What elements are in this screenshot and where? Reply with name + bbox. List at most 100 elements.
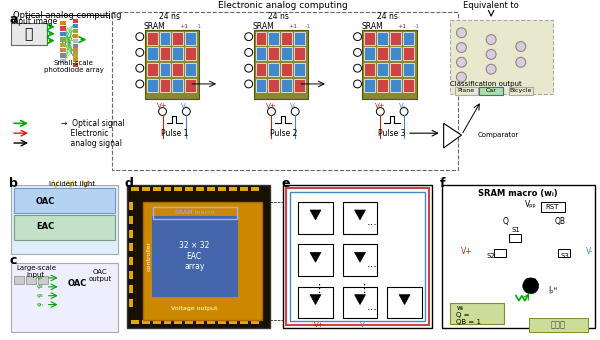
Text: SRAM: SRAM (362, 22, 383, 31)
Bar (298, 287, 333, 318)
Bar (26, 276, 36, 284)
Bar (294, 32, 305, 45)
Bar (142, 187, 150, 191)
Text: f: f (440, 177, 445, 190)
Text: V-: V- (360, 322, 367, 328)
Text: V+: V+ (461, 247, 472, 256)
Bar (390, 63, 401, 76)
Bar (152, 217, 237, 296)
Bar (281, 48, 292, 60)
Bar (147, 48, 158, 60)
Bar (59, 21, 65, 26)
Bar (390, 48, 401, 60)
Bar (362, 30, 417, 99)
Circle shape (182, 107, 190, 116)
Bar (259, 230, 263, 238)
Bar (479, 87, 503, 95)
Text: RST: RST (546, 204, 559, 210)
Polygon shape (355, 295, 365, 305)
Text: controller: controller (146, 241, 151, 271)
Bar (377, 79, 388, 92)
Text: φ₁: φ₁ (37, 275, 44, 280)
Text: V-: V- (586, 247, 594, 256)
Text: 泛智讯: 泛智讯 (551, 321, 566, 330)
Bar (164, 320, 172, 324)
Text: ...: ... (367, 217, 378, 227)
Text: analog signal: analog signal (61, 138, 122, 148)
Bar (364, 32, 376, 45)
Bar (449, 303, 504, 324)
Circle shape (523, 278, 539, 294)
Bar (256, 63, 266, 76)
Text: V-: V- (290, 103, 296, 108)
Bar (129, 216, 133, 224)
Circle shape (516, 41, 526, 51)
Text: Incident light: Incident light (49, 182, 95, 187)
Text: +1: +1 (398, 24, 407, 29)
Text: φₙ: φₙ (37, 302, 44, 307)
Text: S3: S3 (561, 253, 570, 259)
Text: V-: V- (398, 103, 406, 108)
Text: c: c (9, 254, 17, 267)
Bar (442, 185, 595, 328)
Circle shape (457, 72, 466, 82)
Bar (59, 42, 65, 47)
Circle shape (486, 64, 496, 74)
Bar (38, 276, 48, 284)
Text: Pulse 3: Pulse 3 (379, 129, 406, 138)
Text: Plane: Plane (458, 88, 475, 94)
Bar (172, 63, 184, 76)
Bar (259, 202, 263, 210)
Bar (143, 202, 262, 320)
Text: 24 ns: 24 ns (159, 13, 180, 21)
Bar (129, 299, 133, 307)
Circle shape (245, 49, 253, 56)
Bar (256, 32, 266, 45)
Bar (259, 271, 263, 279)
Circle shape (136, 64, 144, 72)
Circle shape (136, 49, 144, 56)
Circle shape (457, 42, 466, 52)
Bar (281, 79, 292, 92)
Bar (541, 202, 565, 212)
Text: wᵢ: wᵢ (457, 305, 463, 311)
Circle shape (516, 57, 526, 67)
Bar (268, 63, 280, 76)
Text: -1: -1 (305, 24, 311, 29)
Text: Pulse 2: Pulse 2 (269, 129, 297, 138)
Bar (185, 32, 196, 45)
Bar (390, 79, 401, 92)
Polygon shape (310, 210, 321, 220)
Bar (127, 185, 271, 328)
Text: SRAM macro (wᵢ): SRAM macro (wᵢ) (478, 189, 557, 198)
Text: 32 × 32
EAC
array: 32 × 32 EAC array (179, 241, 209, 271)
Text: φ₃: φ₃ (37, 293, 44, 298)
Circle shape (353, 80, 361, 88)
Bar (73, 39, 79, 43)
Circle shape (245, 64, 253, 72)
Text: QB: QB (555, 217, 566, 226)
Polygon shape (310, 295, 321, 305)
Circle shape (486, 35, 496, 45)
Text: Large-scale
input: Large-scale input (16, 265, 56, 277)
Circle shape (353, 33, 361, 40)
Bar (294, 48, 305, 60)
Text: V+: V+ (157, 103, 168, 108)
Bar (59, 37, 65, 41)
Polygon shape (355, 210, 365, 220)
Text: →  Optical signal: → Optical signal (61, 119, 124, 128)
Bar (377, 32, 388, 45)
Bar (229, 320, 237, 324)
Bar (160, 48, 170, 60)
Circle shape (245, 80, 253, 88)
Bar (152, 187, 161, 191)
Text: S2: S2 (487, 253, 496, 259)
Bar (147, 63, 158, 76)
Bar (294, 63, 305, 76)
Bar (172, 48, 184, 60)
Bar (112, 12, 458, 170)
Text: Electronic: Electronic (61, 129, 108, 138)
Bar (364, 63, 376, 76)
Text: Q: Q (503, 217, 509, 226)
Bar (196, 320, 204, 324)
